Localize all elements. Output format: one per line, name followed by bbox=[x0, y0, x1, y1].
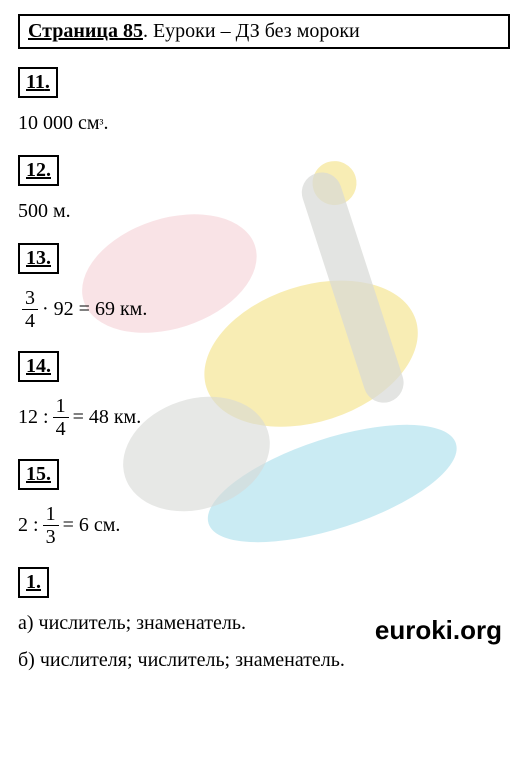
brand-name: euroki bbox=[375, 615, 453, 645]
fraction-numerator: 1 bbox=[53, 396, 69, 418]
answer-11: 10 000 см³. bbox=[18, 112, 510, 135]
answer-dot: . bbox=[103, 112, 108, 135]
problem-number-11: 11. bbox=[18, 67, 58, 98]
page-header: Страница 85. Еуроки – ДЗ без мороки bbox=[18, 14, 510, 49]
problem-number-15: 15. bbox=[18, 459, 59, 490]
letter-label: б) bbox=[18, 649, 35, 671]
problem-num: 14 bbox=[26, 355, 46, 377]
problem-num: 1 bbox=[26, 571, 36, 593]
problem-num: 15 bbox=[26, 463, 46, 485]
answer-14: 12 : 1 4 = 48 км. bbox=[18, 396, 510, 439]
answer-text: = 6 см. bbox=[63, 514, 121, 537]
fraction: 3 4 bbox=[22, 288, 38, 331]
page-content: Страница 85. Еуроки – ДЗ без мороки 11. … bbox=[0, 0, 528, 700]
answer-13: 3 4 · 92 = 69 км. bbox=[18, 288, 510, 331]
problem-number-14: 14. bbox=[18, 351, 59, 382]
problem-num: 12 bbox=[26, 159, 46, 181]
fraction: 1 3 bbox=[43, 504, 59, 547]
problem-number-12: 12. bbox=[18, 155, 59, 186]
answer-12: 500 м. bbox=[18, 200, 510, 223]
site-name: Еуроки bbox=[153, 20, 216, 42]
answer-text: числитель; знаменатель. bbox=[39, 612, 246, 634]
problem-num: 11 bbox=[26, 71, 45, 93]
answer-text: числителя; числитель; знаменатель. bbox=[40, 649, 345, 671]
answer-pre: 2 : bbox=[18, 514, 39, 537]
problem-number-1: 1. bbox=[18, 567, 49, 598]
answer-text: 500 м. bbox=[18, 200, 71, 223]
answer-pre: 12 : bbox=[18, 406, 49, 429]
fraction-numerator: 1 bbox=[43, 504, 59, 526]
tagline: ДЗ без мороки bbox=[236, 20, 360, 42]
answer-text: · 92 = 69 км. bbox=[42, 298, 147, 321]
fraction-denominator: 4 bbox=[53, 418, 69, 439]
problem-num: 13 bbox=[26, 247, 46, 269]
answer-15: 2 : 1 3 = 6 см. bbox=[18, 504, 510, 547]
fraction: 1 4 bbox=[53, 396, 69, 439]
fraction-denominator: 4 bbox=[22, 310, 38, 331]
header-dash: – bbox=[221, 20, 236, 42]
problem-number-13: 13. bbox=[18, 243, 59, 274]
brand-watermark-text: euroki.org bbox=[375, 615, 502, 646]
fraction-denominator: 3 bbox=[43, 526, 59, 547]
fraction-numerator: 3 bbox=[22, 288, 38, 310]
answer-text: 10 000 см bbox=[18, 112, 100, 135]
letter-label: а) bbox=[18, 612, 34, 634]
header-sep: . bbox=[143, 20, 153, 42]
brand-suffix: .org bbox=[453, 615, 502, 645]
page-number-label: Страница 85 bbox=[28, 20, 143, 42]
answer-text: = 48 км. bbox=[73, 406, 142, 429]
answer-1b: б) числителя; числитель; знаменатель. bbox=[18, 649, 510, 672]
